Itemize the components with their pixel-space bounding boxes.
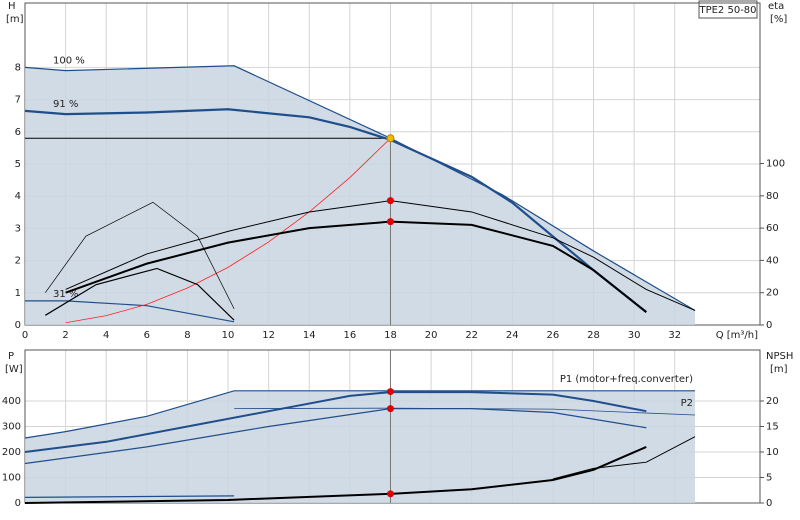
marker <box>386 388 394 396</box>
y2-tick-label: 5 <box>766 473 772 484</box>
y2-tick-label: 0 <box>766 320 772 331</box>
curve <box>24 445 647 504</box>
y2-tick-label: 0 <box>766 498 772 509</box>
y-tick-label: 200 <box>2 447 21 458</box>
y2-unit: [%] <box>770 14 787 25</box>
y2-tick-label: 40 <box>766 255 779 266</box>
y-tick-label: 7 <box>15 95 21 106</box>
curve <box>65 137 391 324</box>
marker <box>386 490 394 498</box>
curve-label: 31 % <box>53 289 78 300</box>
y-tick-label: 6 <box>15 127 21 138</box>
curve <box>24 108 647 313</box>
x-tick-label: 28 <box>587 330 600 341</box>
y-tick-label: 2 <box>15 256 21 267</box>
marker <box>386 197 394 205</box>
x-tick-label: 22 <box>465 330 478 341</box>
x-label: Q [m³/h] <box>716 330 758 341</box>
curve <box>552 436 696 480</box>
y2-label: eta <box>768 1 784 12</box>
x-tick-label: 16 <box>343 330 356 341</box>
y-tick-label: 1 <box>15 288 21 299</box>
model: TPE2 50-80 <box>698 5 756 16</box>
x-tick-label: 26 <box>547 330 560 341</box>
y2-tick-label: 20 <box>766 396 779 407</box>
y2-tick-label: 20 <box>766 288 779 299</box>
curve <box>234 407 696 416</box>
curve <box>24 390 696 439</box>
y-tick-label: 4 <box>15 191 21 202</box>
y-tick-label: 300 <box>2 422 21 433</box>
curve <box>44 267 235 321</box>
y2-tick-label: 60 <box>766 223 779 234</box>
y2-label: NPSH <box>766 351 793 362</box>
envelope-area <box>25 390 696 503</box>
model-box <box>698 0 758 19</box>
x-tick-label: 20 <box>425 330 438 341</box>
y-tick-label: 100 <box>2 473 21 484</box>
y-label: H <box>8 1 16 12</box>
y2-tick-label: 100 <box>766 159 785 170</box>
y-tick-label: 400 <box>2 396 21 407</box>
curve <box>65 200 696 311</box>
y2-tick-label: 10 <box>766 447 779 458</box>
y-tick-label: 5 <box>15 159 21 170</box>
y-tick-label: 3 <box>15 223 21 234</box>
curve <box>25 300 235 323</box>
x-tick-label: 4 <box>103 330 109 341</box>
curve-label: 91 % <box>53 99 78 110</box>
y2-unit: [m] <box>770 364 788 375</box>
x-tick-label: 0 <box>22 330 28 341</box>
curve-label: 100 % <box>53 55 85 66</box>
y-tick-label: 0 <box>15 498 21 509</box>
marker <box>386 218 394 226</box>
x-tick-label: 10 <box>222 330 235 341</box>
x-tick-label: 30 <box>628 330 641 341</box>
y-label: P <box>8 351 14 362</box>
curve <box>45 201 235 310</box>
marker <box>386 134 395 143</box>
y-unit: [W] <box>5 364 23 375</box>
x-tick-label: 18 <box>384 330 397 341</box>
y-tick-label: 8 <box>15 62 21 73</box>
curve-label: P1 (motor+freq.converter) <box>560 374 693 385</box>
x-tick-label: 12 <box>262 330 275 341</box>
curve-label: P2 <box>681 398 693 409</box>
x-tick-label: 14 <box>303 330 316 341</box>
x-tick-label: 8 <box>184 330 190 341</box>
x-tick-label: 2 <box>62 330 68 341</box>
curve <box>24 495 235 498</box>
x-tick-label: 24 <box>506 330 519 341</box>
y-unit: [m] <box>6 14 24 25</box>
y2-tick-label: 15 <box>766 422 779 433</box>
y2-tick-label: 80 <box>766 191 779 202</box>
y-tick-label: 0 <box>15 320 21 331</box>
envelope-area <box>25 65 696 325</box>
x-tick-label: 6 <box>144 330 150 341</box>
curve <box>24 391 647 453</box>
marker <box>386 405 394 413</box>
x-tick-label: 32 <box>668 330 681 341</box>
